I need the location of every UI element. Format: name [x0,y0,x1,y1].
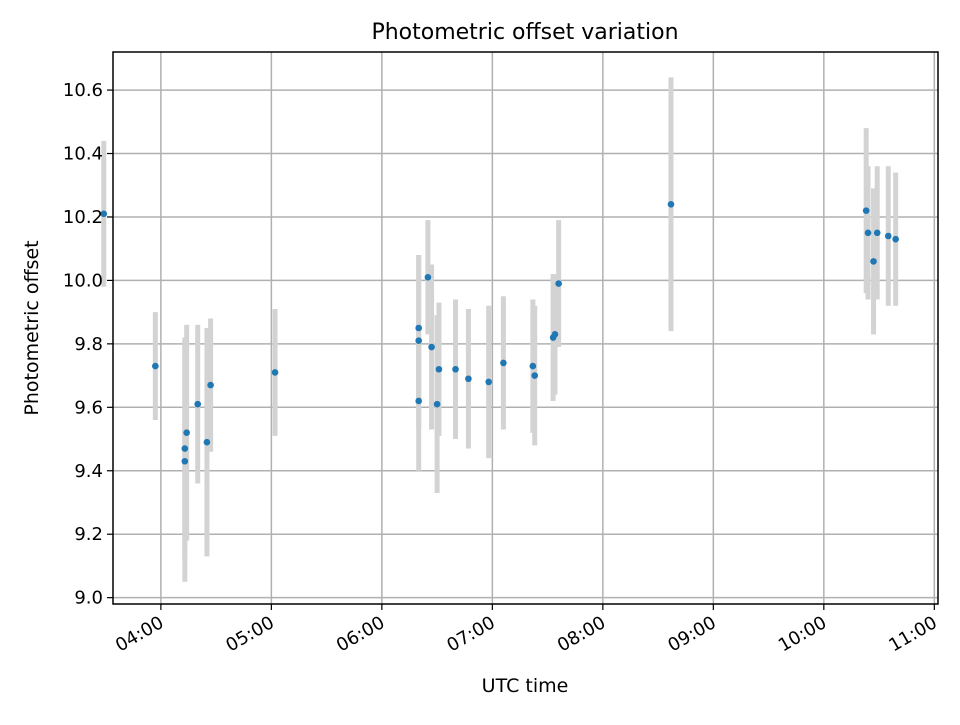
data-point [181,445,189,452]
y-axis-label: Photometric offset [21,240,43,415]
data-point [870,258,877,265]
y-tick-label: 10.4 [63,144,103,165]
grid-layer [113,52,938,604]
data-point [415,337,422,344]
x-tick-label: 06:00 [333,612,388,656]
y-tick-label: 9.8 [74,334,103,355]
data-point [194,400,202,408]
x-tick-label: 11:00 [885,612,940,656]
x-tick-label: 04:00 [112,612,167,656]
data-point [271,369,279,376]
data-point [667,200,675,208]
data-point [485,378,492,386]
x-tick-label: 08:00 [554,612,609,656]
x-tick-label: 09:00 [664,612,719,656]
y-tick-label: 10.2 [63,207,103,228]
data-point [415,397,422,405]
data-point [862,207,870,214]
data-point [529,362,537,370]
y-tick-label: 9.4 [74,461,103,482]
data-point [181,457,189,465]
data-point [531,372,539,379]
data-point [207,381,214,389]
data-point [555,280,562,287]
data-point [428,343,435,351]
x-tick-label: 07:00 [443,612,498,656]
data-point [183,429,190,436]
chart-title: Photometric offset variation [371,20,678,45]
x-axis-label: UTC time [482,675,569,697]
y-tick-label: 9.0 [74,588,103,609]
data-point [203,438,211,446]
data-point [424,273,432,281]
data-point [873,229,881,237]
data-point [500,359,507,367]
data-point [435,365,443,373]
y-tick-label: 9.6 [74,397,103,418]
data-point [415,324,422,332]
data-point [465,375,472,383]
point-layer [100,200,899,465]
data-point [100,210,108,218]
data-point [152,362,159,370]
data-point [864,229,872,237]
x-tick-label: 10:00 [775,612,830,656]
data-point [452,365,459,373]
data-point [551,331,559,338]
x-tick-label: 05:00 [222,612,277,656]
data-point [433,400,441,408]
data-point [892,235,899,243]
plot-frame [112,51,939,605]
y-tick-label: 9.2 [74,524,103,545]
y-tick-label: 10.0 [63,270,103,291]
data-point [884,232,892,240]
y-tick-label: 10.6 [63,80,103,101]
